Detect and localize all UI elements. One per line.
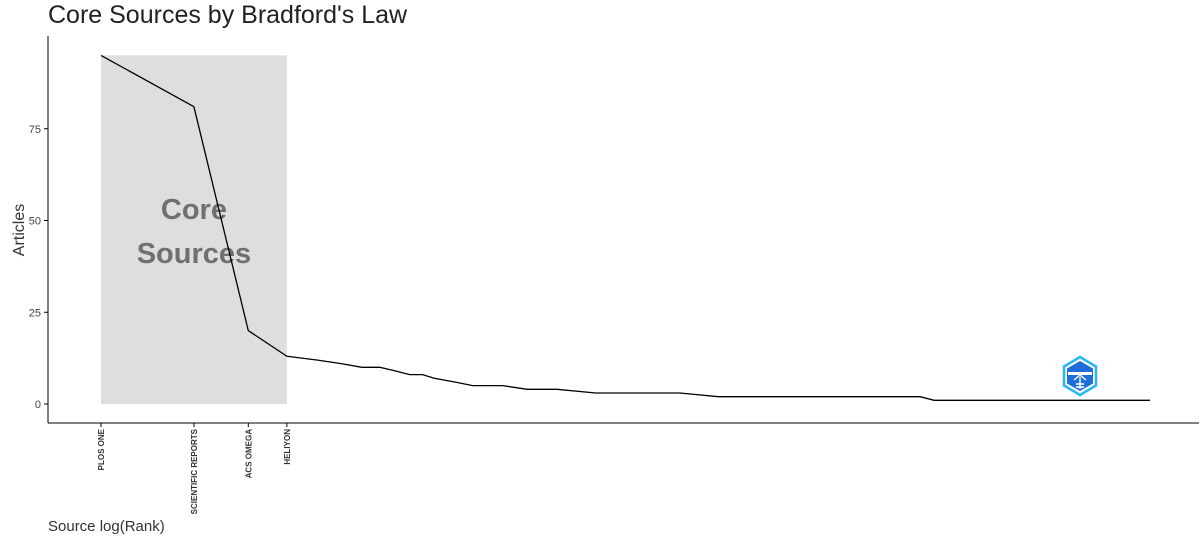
y-tick-label: 50 xyxy=(29,216,41,228)
x-tick-label: ACS OMEGA xyxy=(244,429,253,479)
core-zone-label-line1: Core xyxy=(161,194,227,226)
core-zone-label-line2: Sources xyxy=(137,238,251,270)
x-axis-label: Source log(Rank) xyxy=(48,518,165,535)
x-tick-label: PLOS ONE xyxy=(97,428,106,470)
x-tick-label: HELIYON xyxy=(283,429,292,465)
y-tick-label: 0 xyxy=(35,399,41,411)
x-tick-label: SCIENTIFIC REPORTS xyxy=(190,428,199,514)
series-line-articles xyxy=(100,54,1150,401)
core-sources-zone xyxy=(101,55,287,404)
y-tick-label: 75 xyxy=(29,124,41,136)
x-axis-ticks: PLOS ONE SCIENTIFIC REPORTS ACS OMEGA HELIY… xyxy=(97,423,292,514)
bibliometrix-logo-icon xyxy=(1062,355,1098,397)
y-tick-label: 25 xyxy=(29,307,41,319)
y-axis-label: Articles xyxy=(11,204,28,256)
chart-title: Core Sources by Bradford's Law xyxy=(48,1,408,29)
y-axis-ticks: 0 25 50 75 xyxy=(29,124,48,411)
